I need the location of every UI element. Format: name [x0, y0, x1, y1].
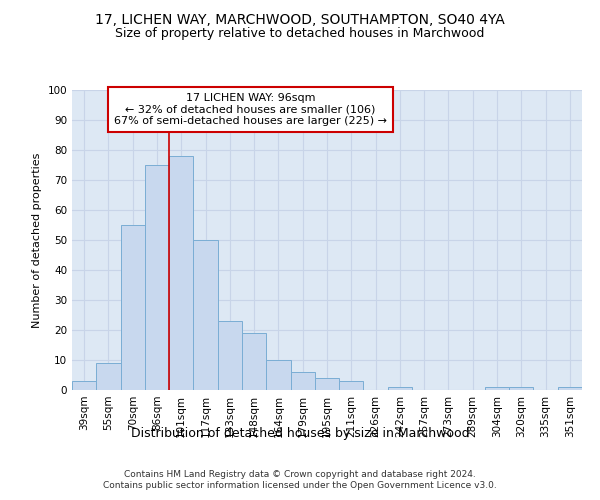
Text: Contains public sector information licensed under the Open Government Licence v3: Contains public sector information licen… [103, 481, 497, 490]
Bar [290, 372, 315, 390]
Bar [315, 378, 339, 390]
Y-axis label: Number of detached properties: Number of detached properties [32, 152, 42, 328]
Bar [388, 387, 412, 390]
Bar [169, 156, 193, 390]
Bar [218, 321, 242, 390]
Bar [485, 387, 509, 390]
Text: Contains HM Land Registry data © Crown copyright and database right 2024.: Contains HM Land Registry data © Crown c… [124, 470, 476, 479]
Bar [242, 333, 266, 390]
Text: Distribution of detached houses by size in Marchwood: Distribution of detached houses by size … [131, 428, 469, 440]
Bar [266, 360, 290, 390]
Bar [121, 225, 145, 390]
Text: 17, LICHEN WAY, MARCHWOOD, SOUTHAMPTON, SO40 4YA: 17, LICHEN WAY, MARCHWOOD, SOUTHAMPTON, … [95, 12, 505, 26]
Bar [193, 240, 218, 390]
Text: 17 LICHEN WAY: 96sqm
← 32% of detached houses are smaller (106)
67% of semi-deta: 17 LICHEN WAY: 96sqm ← 32% of detached h… [114, 93, 387, 126]
Bar [509, 387, 533, 390]
Bar [339, 381, 364, 390]
Text: Size of property relative to detached houses in Marchwood: Size of property relative to detached ho… [115, 28, 485, 40]
Bar [96, 363, 121, 390]
Bar [558, 387, 582, 390]
Bar [145, 165, 169, 390]
Bar [72, 381, 96, 390]
